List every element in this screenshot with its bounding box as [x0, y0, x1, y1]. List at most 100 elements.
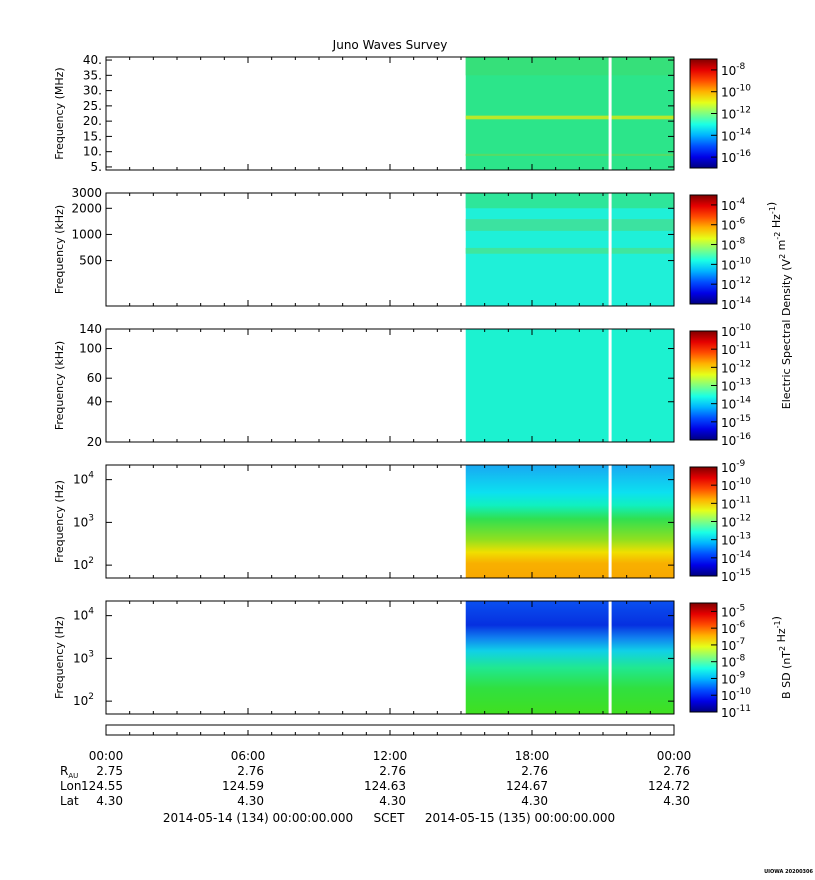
ephemeris-name: RAU — [60, 764, 78, 780]
colorbar-tick-label: 10-10 — [721, 256, 751, 272]
spectrogram-panel-1: 5.10. 15.20.25.30. 35.40. Frequency (MHz) — [53, 53, 675, 174]
spectrogram-panels: 5.10. 15.20.25.30. 35.40. Frequency (MHz) 50… — [53, 53, 675, 715]
y-axis-label: Frequency (Hz) — [53, 480, 66, 563]
ephemeris-value: 124.55 — [81, 779, 123, 793]
colorbar-tick-label: 10-5 — [721, 603, 745, 619]
colorbar-tick-label: 10-6 — [721, 217, 746, 233]
x-tick-label: 00:00 — [89, 749, 124, 763]
data-gap — [608, 465, 612, 578]
ephemeris-name: Lat — [60, 794, 79, 808]
y-tick-label: 20 — [87, 435, 102, 449]
x-tick-label: 12:00 — [373, 749, 408, 763]
y-tick-label: 3000 — [71, 186, 102, 200]
data-gap — [608, 601, 612, 714]
ephemeris-value: 2.76 — [379, 764, 406, 778]
y-tick-label: 102 — [73, 692, 94, 708]
x-tick-label: 00:00 — [657, 749, 692, 763]
colorbar-tick-label: 10-7 — [721, 637, 745, 653]
colorbar-tick-label: 10-12 — [721, 106, 751, 122]
colorbar-label: Electric Spectral Density (V2 m-2 Hz-1) — [765, 202, 793, 409]
time-axis: 00:00 06:00 12:00 18:00 00:00 RAU 2.75 2.76 2.76… — [60, 724, 692, 825]
y-tick-label: 103 — [73, 649, 94, 665]
scet-label: SCET — [374, 811, 406, 825]
colorbar-tick-label: 10-15 — [721, 568, 751, 584]
start-date-label: 2014-05-14 (134) 00:00:00.000 — [163, 811, 353, 825]
colorbar-tick-label: 10-10 — [721, 323, 751, 339]
ephemeris-value: 124.67 — [506, 779, 548, 793]
colorbar-tick-label: 10-14 — [721, 550, 751, 566]
x-tick-label: 18:00 — [515, 749, 550, 763]
y-tick-label: 103 — [73, 513, 94, 529]
data-gap — [608, 57, 612, 170]
colorbar-tick-label: 10-14 — [721, 396, 751, 412]
colorbars: 10-8 10-10 10-12 10-14 10-16 10-4 10-6 10-8 10-1… — [689, 58, 793, 720]
colorbar-2: 10-4 10-6 10-8 10-10 10-12 10-14 — [689, 194, 751, 312]
colorbar-tick-label: 10-8 — [721, 62, 746, 78]
colorbar-tick-label: 10-4 — [721, 197, 746, 213]
colorbar-tick-label: 10-11 — [721, 341, 751, 357]
y-tick-label: 2000 — [71, 201, 102, 215]
ephemeris-value: 4.30 — [521, 794, 548, 808]
ephemeris-value: 2.76 — [237, 764, 264, 778]
y-tick-label: 40. — [83, 53, 102, 67]
y-axis-label: Frequency (Hz) — [53, 616, 66, 699]
colorbar-tick-label: 10-13 — [721, 532, 751, 548]
y-tick-label: 25. — [83, 99, 102, 113]
spectrogram-panel-3: 20 40 60 100 140 Frequency (kHz) — [53, 322, 675, 449]
ephemeris-name: Lon — [60, 779, 81, 793]
y-tick-label: 60 — [87, 371, 102, 385]
spectrogram-data — [465, 329, 674, 442]
y-tick-label: 500 — [79, 254, 102, 268]
y-axis-label: Frequency (MHz) — [53, 67, 66, 159]
y-tick-label: 5. — [91, 160, 102, 174]
x-tick-label: 06:00 — [231, 749, 266, 763]
chart-title: Juno Waves Survey — [332, 38, 448, 52]
colorbar-tick-label: 10-11 — [721, 704, 751, 720]
ephemeris-value: 4.30 — [379, 794, 406, 808]
colorbar-scale — [689, 602, 718, 713]
colorbar-4: 10-9 10-10 10-11 10-12 10-13 10-14 10-15 — [689, 459, 751, 584]
colorbar-1: 10-8 10-10 10-12 10-14 10-16 — [689, 58, 751, 169]
y-tick-label: 140 — [79, 322, 102, 336]
y-tick-label: 104 — [73, 471, 94, 487]
y-tick-label: 104 — [73, 607, 94, 623]
y-axis-label: Frequency (kHz) — [53, 205, 66, 294]
colorbar-tick-label: 10-8 — [721, 654, 746, 670]
y-tick-label: 30. — [83, 84, 102, 98]
colorbar-label: B SD (nT2 Hz-1) — [770, 616, 793, 699]
y-axis-label: Frequency (kHz) — [53, 341, 66, 430]
spectrogram-data — [465, 465, 674, 578]
y-tick-label: 102 — [73, 556, 94, 572]
ephemeris-value: 124.59 — [222, 779, 264, 793]
ephemeris-value: 124.72 — [648, 779, 690, 793]
colorbar-tick-label: 10-15 — [721, 414, 751, 430]
spectrogram-band — [465, 193, 674, 209]
spectrogram-panel-5: 102 103 104 Frequency (Hz) — [53, 600, 675, 715]
colorbar-tick-label: 10-14 — [721, 296, 751, 312]
ephemeris-value: 2.76 — [521, 764, 548, 778]
end-date-label: 2014-05-15 (135) 00:00:00.000 — [425, 811, 615, 825]
colorbar-tick-label: 10-12 — [721, 276, 751, 292]
ephemeris-value: 124.63 — [364, 779, 406, 793]
colorbar-tick-label: 10-12 — [721, 514, 751, 530]
ephemeris-value: 2.76 — [663, 764, 690, 778]
y-tick-label: 35. — [83, 68, 102, 82]
spectrogram-band — [465, 57, 674, 76]
y-tick-label: 100 — [79, 342, 102, 356]
spectrogram-band — [465, 153, 674, 156]
colorbar-tick-label: 10-16 — [721, 432, 751, 448]
ephemeris-value: 4.30 — [237, 794, 264, 808]
spectrogram-panel-4: 102 103 104 Frequency (Hz) — [53, 464, 675, 579]
data-gap — [608, 193, 612, 306]
colorbar-3: 10-10 10-11 10-12 10-13 10-14 10-15 10-16 — [689, 323, 751, 448]
colorbar-tick-label: 10-13 — [721, 378, 751, 394]
ephemeris-value: 2.75 — [96, 764, 123, 778]
ephemeris-value: 4.30 — [663, 794, 690, 808]
colorbar-tick-label: 10-10 — [721, 477, 751, 493]
y-tick-label: 1000 — [71, 227, 102, 241]
spectrogram-data — [465, 601, 674, 714]
ephemeris-value: 4.30 — [96, 794, 123, 808]
